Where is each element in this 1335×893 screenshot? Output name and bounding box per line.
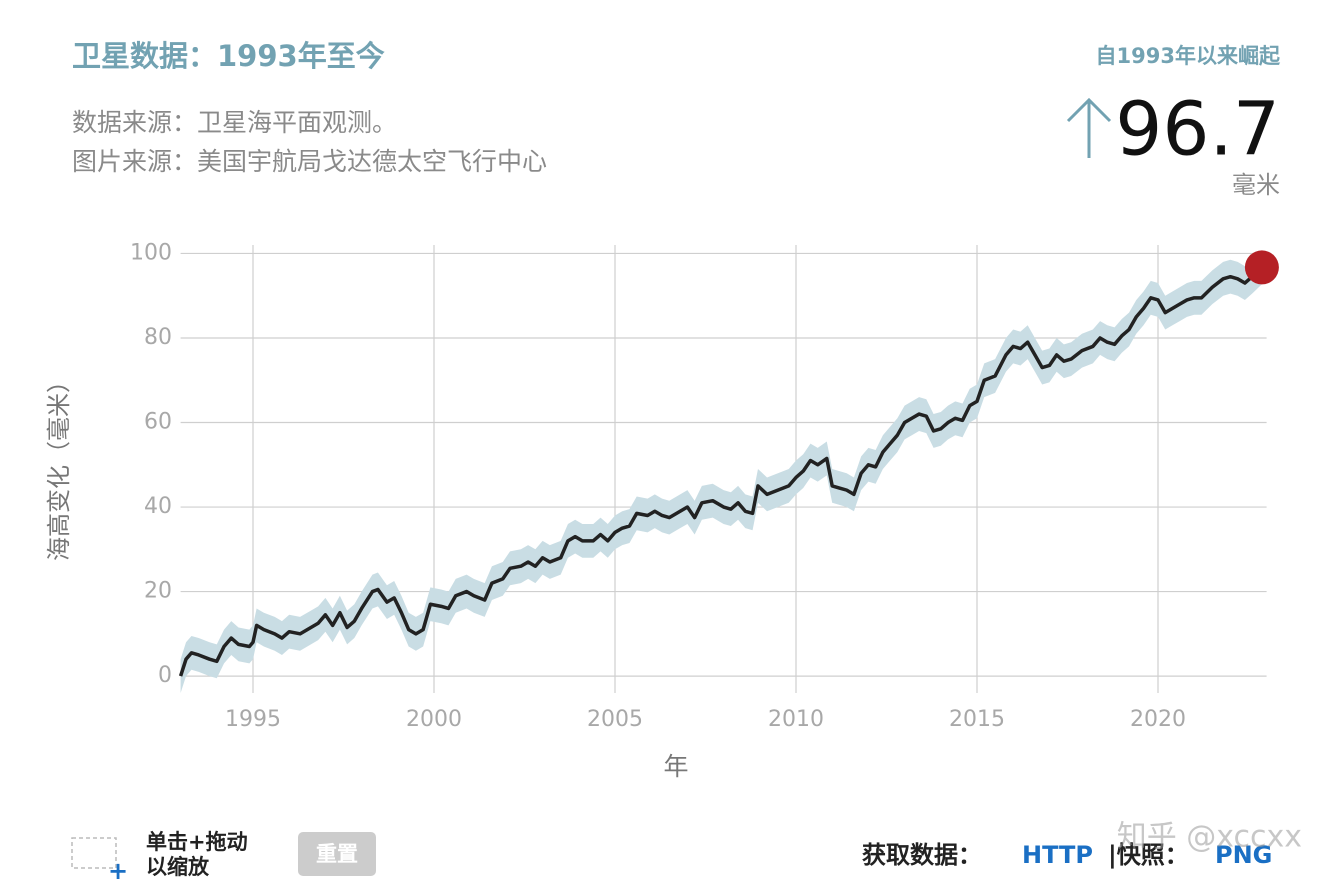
x-tick-label: 2015 [949, 707, 1005, 732]
headline-unit: 毫米 [1232, 171, 1280, 199]
x-tick-label: 2005 [587, 707, 643, 732]
y-tick-label: 60 [144, 410, 172, 435]
plot: 0 20 40 60 80 100 1995 2000 2005 2010 2015 2020 [130, 240, 1279, 732]
zoom-icon [71, 837, 117, 869]
y-tick-label: 40 [144, 494, 172, 519]
http-link[interactable]: HTTP [1022, 841, 1093, 869]
headline-value: 96.7 [1115, 87, 1280, 173]
title: 卫星数据：1993年至今 [72, 39, 385, 73]
x-tick-label: 2010 [768, 707, 824, 732]
watermark: 知乎 @xccxx [1117, 820, 1302, 855]
x-axis-label: 年 [663, 752, 688, 781]
up-arrow [1066, 97, 1112, 158]
y-tick-label: 100 [130, 240, 172, 265]
source: 数据来源：卫星海平面观测。 [72, 108, 397, 137]
get-data-label: 获取数据： [862, 841, 982, 869]
sea-level-line [178, 266, 1264, 677]
y-tick-label: 20 [144, 579, 172, 604]
latest-marker [1244, 250, 1279, 285]
reset-label[interactable]: 重置 [316, 842, 358, 866]
snapshot-label: |快照： [1108, 841, 1189, 869]
png-link[interactable]: PNG [1215, 841, 1272, 869]
x-tick-label: 1995 [225, 707, 281, 732]
uncertainty-band [180, 250, 1262, 694]
y-axis-label: 海高变化（毫米） [45, 369, 73, 561]
reset-button[interactable] [298, 832, 376, 876]
zoom-hint: 以缩放 [146, 855, 210, 879]
y-tick-label: 0 [158, 663, 172, 688]
zoom-plus: + [108, 857, 128, 885]
x-tick-label: 2020 [1130, 707, 1186, 732]
y-tick-label: 80 [144, 325, 172, 350]
credit: 图片来源：美国宇航局戈达德太空飞行中心 [72, 147, 547, 176]
zoom-hint: 单击+拖动 [146, 830, 248, 854]
x-tick-label: 2000 [406, 707, 462, 732]
headline-label: 自1993年以来崛起 [1096, 44, 1281, 68]
